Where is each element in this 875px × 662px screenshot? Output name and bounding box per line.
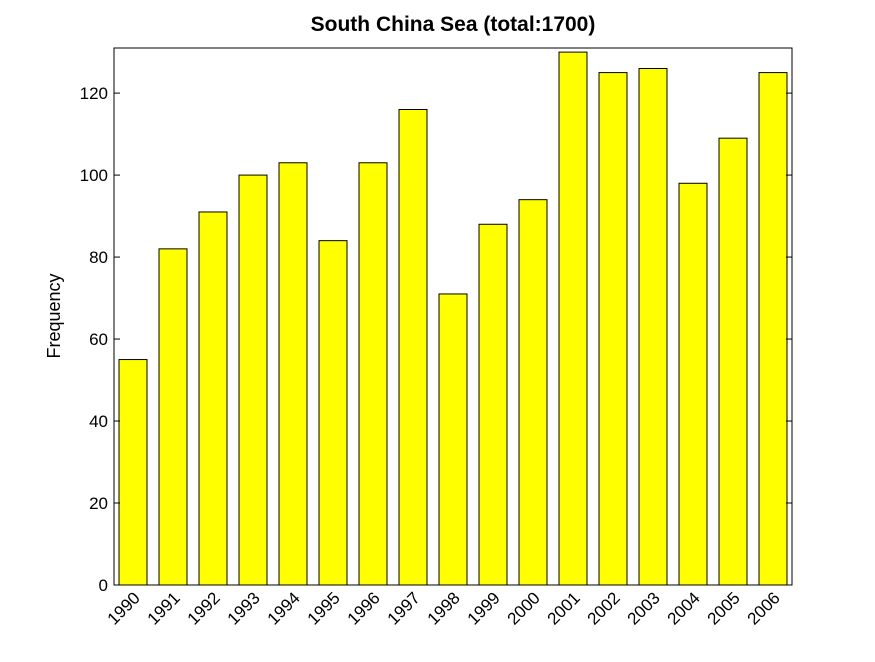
- ticks-layer: [114, 92, 792, 586]
- x-tick-label-2002: 2002: [584, 588, 624, 628]
- x-tick-label-1998: 1998: [424, 588, 464, 628]
- bar-1999: [478, 223, 508, 586]
- bar-1996: [358, 162, 388, 586]
- y-tick-label-0: 0: [99, 576, 108, 595]
- x-tick-label-1994: 1994: [264, 588, 304, 628]
- bar-2001: [558, 51, 588, 586]
- y-tick-label-120: 120: [80, 84, 108, 103]
- x-tick-label-2001: 2001: [544, 588, 584, 628]
- x-tick-label-1993: 1993: [224, 588, 264, 628]
- x-tick-label-1990: 1990: [104, 588, 144, 628]
- y-tick-label-100: 100: [80, 166, 108, 185]
- x-tick-label-1997: 1997: [384, 588, 424, 628]
- bar-1992: [198, 211, 228, 586]
- bar-2002: [598, 72, 628, 586]
- y-tick-label-60: 60: [89, 330, 108, 349]
- x-tick-label-2000: 2000: [504, 588, 544, 628]
- bar-1990: [118, 359, 148, 586]
- chart-title: South China Sea (total:1700): [311, 13, 596, 36]
- x-tick-label-1992: 1992: [184, 588, 224, 628]
- x-tick-label-2004: 2004: [664, 588, 704, 628]
- bar-1997: [398, 108, 428, 586]
- bar-1995: [318, 240, 348, 586]
- bar-2004: [678, 182, 708, 586]
- y-tick-label-80: 80: [89, 248, 108, 267]
- y-axis-label: Frequency: [44, 273, 64, 358]
- bars-layer: [118, 51, 788, 586]
- plot-frame: [113, 47, 793, 586]
- x-tick-label-1999: 1999: [464, 588, 504, 628]
- y-tick-label-40: 40: [89, 412, 108, 431]
- bar-1993: [238, 174, 268, 586]
- x-tick-label-1996: 1996: [344, 588, 384, 628]
- bar-1998: [438, 293, 468, 586]
- x-tick-label-2003: 2003: [624, 588, 664, 628]
- x-tick-label-1991: 1991: [144, 588, 184, 628]
- bar-1994: [278, 162, 308, 586]
- bar-2005: [718, 137, 748, 586]
- bar-1991: [158, 248, 188, 586]
- x-tick-label-1995: 1995: [304, 588, 344, 628]
- bar-2003: [638, 68, 668, 586]
- x-tick-label-2006: 2006: [744, 588, 784, 628]
- bar-2000: [518, 199, 548, 586]
- y-tick-label-20: 20: [89, 494, 108, 513]
- bar-2006: [758, 72, 788, 586]
- x-tick-label-2005: 2005: [704, 588, 744, 628]
